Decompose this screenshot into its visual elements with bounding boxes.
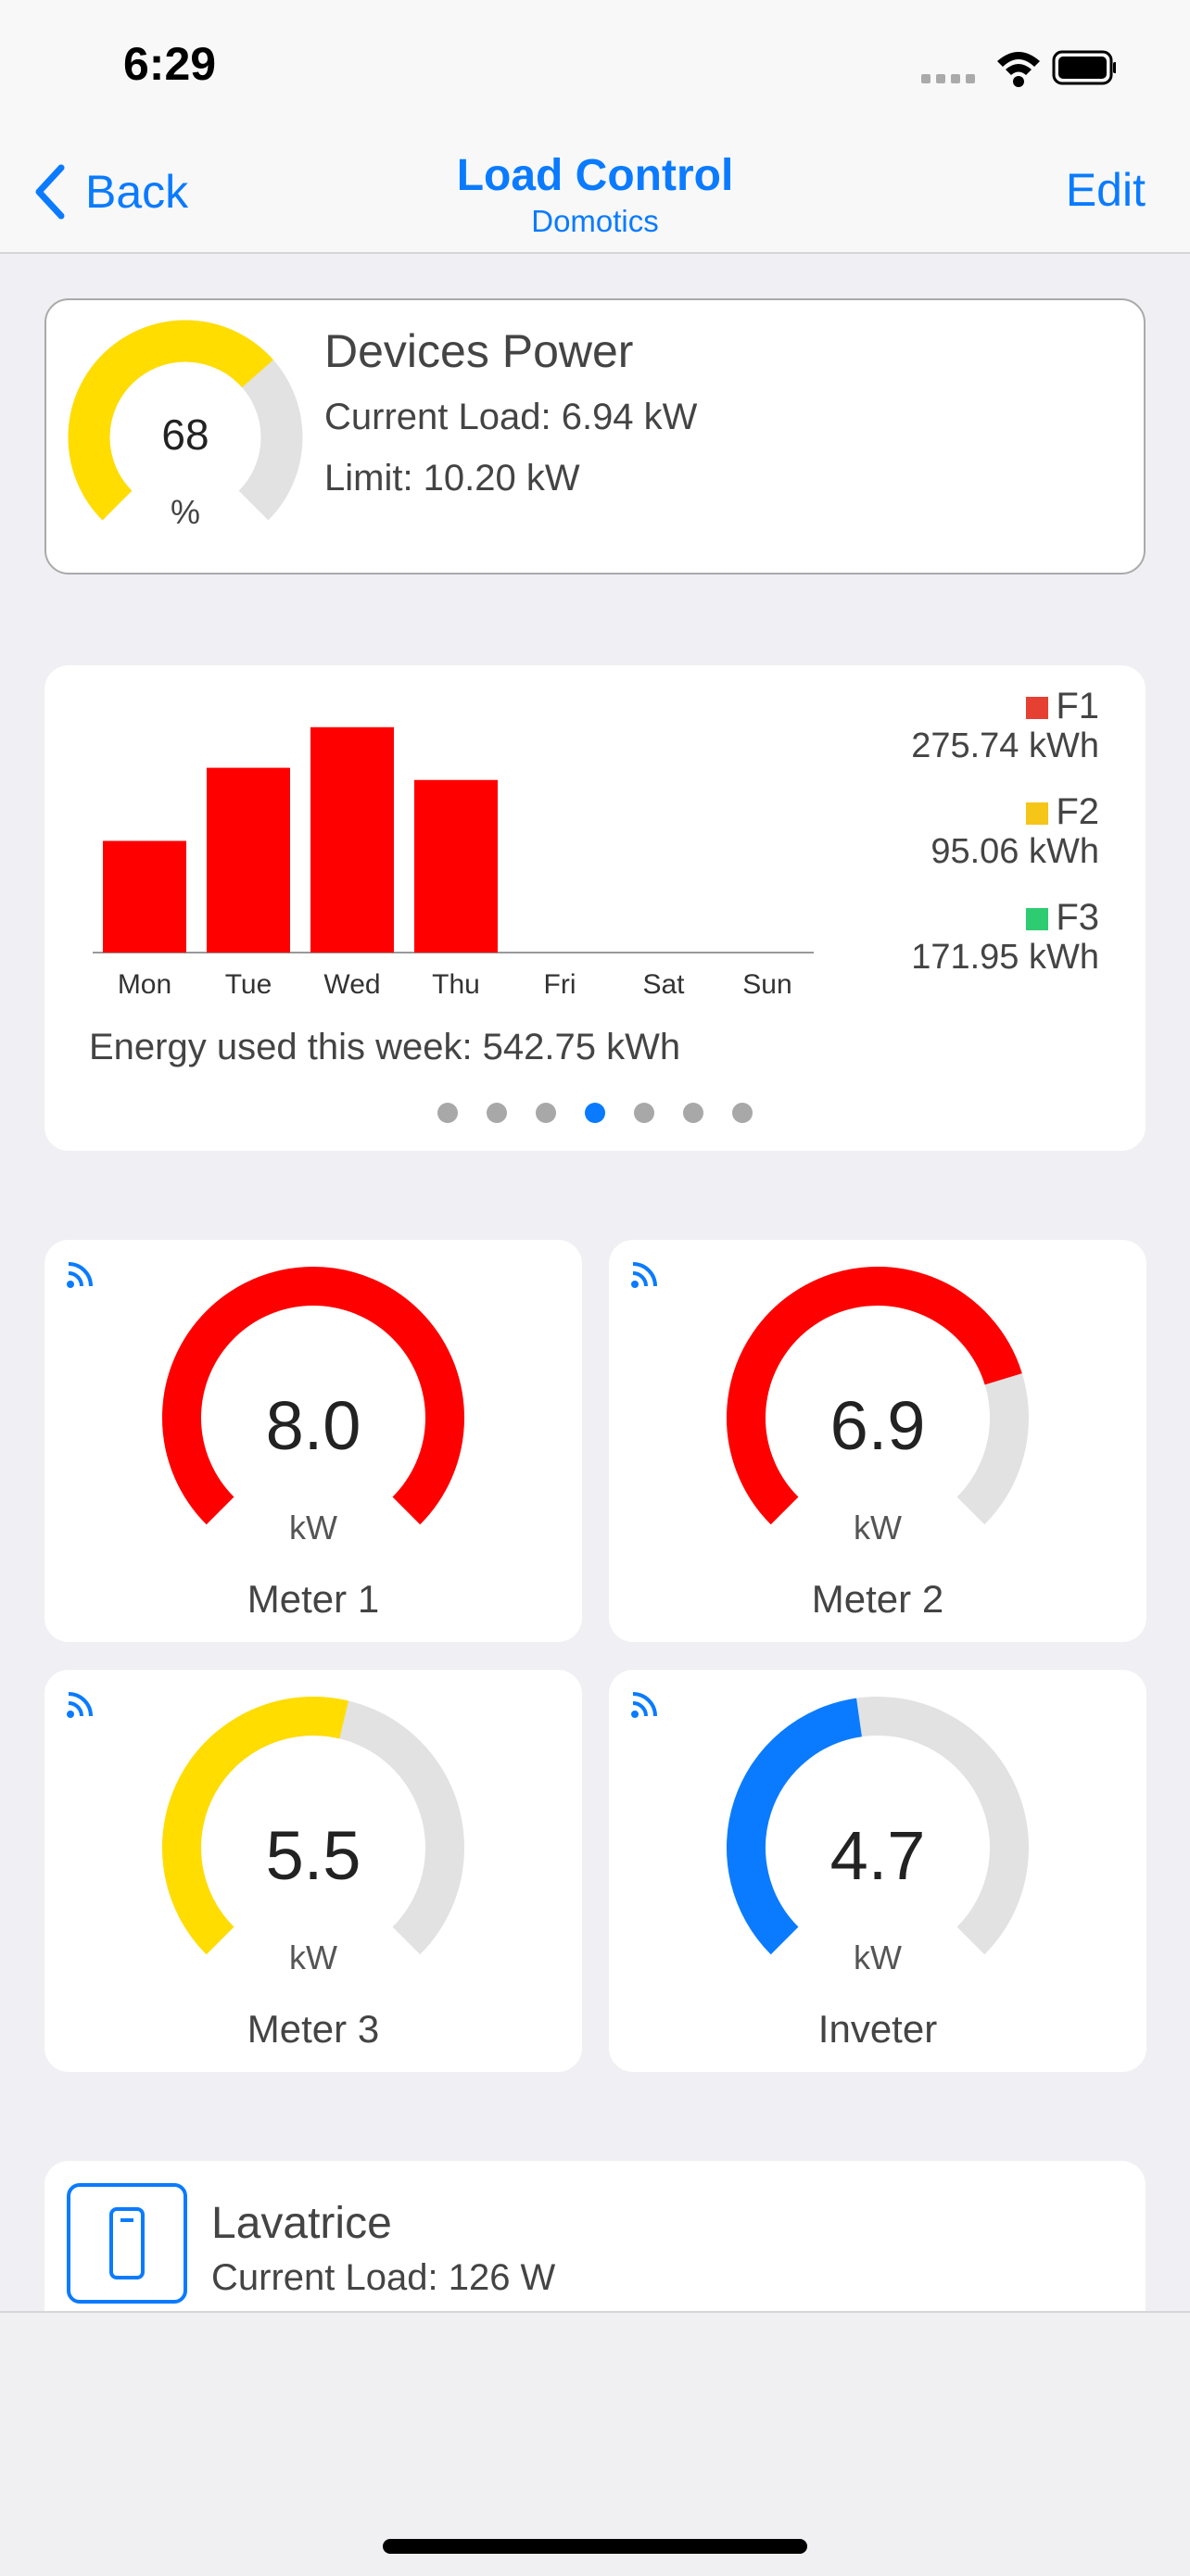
status-bar: 6:29 — [0, 0, 1190, 139]
meter-2-value: 6.9 — [829, 1387, 926, 1464]
legend-f2-value: 95.06 kWh — [930, 832, 1099, 871]
page-subtitle: Domotics — [531, 204, 659, 238]
meter-gauge-fill — [162, 1267, 464, 1525]
switch-icon — [67, 2183, 187, 2304]
home-indicator[interactable] — [383, 2539, 807, 2554]
meter-4-label: Inveter — [817, 2007, 938, 2051]
bar-mon — [103, 840, 186, 953]
wifi-icon — [997, 52, 1040, 87]
meter-card-2[interactable]: 6.9 kW Meter 2 — [609, 1240, 1146, 1642]
meter-4-value: 4.7 — [829, 1817, 926, 1894]
page-dot[interactable] — [683, 1103, 703, 1123]
status-icons — [921, 50, 1116, 87]
page-dot[interactable] — [732, 1103, 753, 1123]
legend-f1: F1 — [1026, 686, 1099, 727]
meter-2-unit: kW — [854, 1509, 902, 1547]
weekly-bar-chart: Mon Tue Wed Thu Fri Sat Sun — [93, 726, 814, 1000]
legend-f1-value: 275.74 kWh — [911, 726, 1099, 765]
battery-icon — [1052, 50, 1116, 85]
page-dot[interactable] — [536, 1103, 556, 1123]
cellular-signal-icon — [921, 74, 975, 83]
legend-swatch-f1 — [1026, 697, 1049, 720]
bar-tue — [207, 767, 290, 953]
meter-gauge-2 — [727, 1267, 1029, 1525]
tick-label-tue: Tue — [225, 969, 272, 1000]
meter-3-unit: kW — [289, 1938, 337, 1976]
signal-icon — [631, 1692, 657, 1718]
meter-gauge-fill — [162, 1697, 349, 1955]
back-label: Back — [85, 166, 189, 218]
bottom-bar — [0, 2311, 1190, 2576]
bar-wed — [310, 726, 394, 953]
power-title: Devices Power — [324, 325, 634, 377]
current-load-text: Current Load: 6.94 kW — [324, 397, 698, 437]
energy-chart-card[interactable]: Mon Tue Wed Thu Fri Sat Sun F1 275.74 kWh F2 9… — [44, 665, 1146, 1151]
power-gauge-fill — [68, 320, 273, 521]
page-indicator[interactable] — [44, 1103, 1146, 1123]
nav-bar: Back Load Control Domotics Edit — [0, 139, 1190, 254]
power-gauge-unit: % — [170, 493, 200, 531]
meter-gauge-fill — [727, 1698, 863, 1955]
signal-icon — [631, 1262, 657, 1288]
legend-swatch-f3 — [1026, 908, 1049, 931]
meter-gauge-fill — [727, 1267, 1022, 1525]
device-load: Current Load: 126 W — [211, 2257, 556, 2298]
tick-label-fri: Fri — [544, 969, 576, 1000]
power-gauge-value: 68 — [161, 410, 209, 459]
meter-gauge-3 — [162, 1697, 464, 1955]
meter-card-4[interactable]: 4.7 kW Inveter — [609, 1670, 1146, 2072]
meter-2-label: Meter 2 — [811, 1577, 944, 1621]
meter-3-label: Meter 3 — [247, 2007, 380, 2051]
page-dot[interactable] — [634, 1103, 654, 1123]
meter-1-label: Meter 1 — [247, 1577, 380, 1621]
signal-icon — [67, 1262, 93, 1288]
edit-button[interactable]: Edit — [1065, 164, 1146, 216]
page-dot[interactable] — [487, 1103, 507, 1123]
tick-label-wed: Wed — [323, 969, 380, 1000]
device-name: Lavatrice — [211, 2199, 392, 2248]
tick-label-sun: Sun — [742, 969, 791, 1000]
page-dot[interactable] — [437, 1103, 458, 1123]
meter-1-value: 8.0 — [265, 1387, 361, 1464]
back-button[interactable]: Back — [33, 159, 188, 224]
legend-f3-value: 171.95 kWh — [911, 938, 1099, 977]
meter-gauge-1 — [162, 1267, 464, 1525]
tick-label-sat: Sat — [642, 969, 685, 1000]
page-title: Load Control — [456, 151, 734, 200]
legend-f2: F2 — [1026, 791, 1099, 833]
legend-f3-name: F3 — [1056, 897, 1099, 938]
meter-card-3[interactable]: 5.5 kW Meter 3 — [44, 1670, 582, 2072]
bar-thu — [414, 779, 498, 953]
meter-4-unit: kW — [854, 1938, 902, 1976]
legend-f3: F3 — [1026, 897, 1099, 939]
energy-week-text: Energy used this week: 542.75 kWh — [89, 1027, 681, 1067]
devices-power-card[interactable]: 68 % Devices Power Current Load: 6.94 kW… — [44, 298, 1146, 575]
chevron-left-icon — [35, 164, 65, 220]
tick-label-thu: Thu — [432, 969, 480, 1000]
meter-3-value: 5.5 — [265, 1817, 361, 1894]
legend-f2-name: F2 — [1056, 791, 1099, 832]
status-time: 6:29 — [123, 38, 217, 90]
legend-f1-name: F1 — [1056, 686, 1099, 726]
meter-card-1[interactable]: 8.0 kW Meter 1 — [44, 1240, 582, 1642]
meter-gauge-4 — [727, 1697, 1029, 1955]
meter-1-unit: kW — [289, 1509, 337, 1547]
page-dot[interactable] — [585, 1103, 605, 1123]
tick-label-mon: Mon — [118, 969, 171, 1000]
signal-icon — [67, 1692, 93, 1718]
power-gauge — [68, 320, 303, 521]
limit-text: Limit: 10.20 kW — [324, 458, 580, 499]
legend-swatch-f2 — [1026, 802, 1049, 826]
